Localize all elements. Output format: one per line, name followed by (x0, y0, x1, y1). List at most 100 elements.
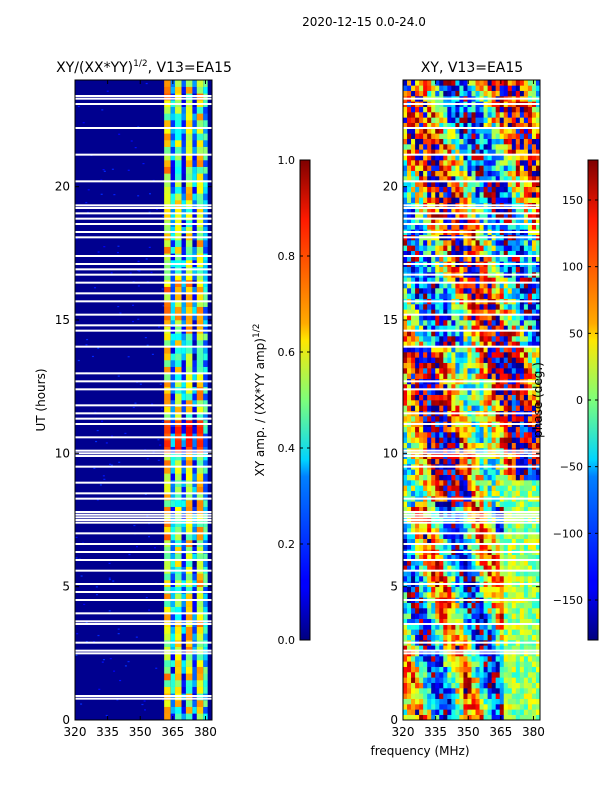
phase-cell (527, 506, 533, 513)
phase-cell (415, 138, 420, 145)
phase-cell (403, 618, 408, 625)
phase-cell (527, 106, 533, 113)
phase-cell (431, 165, 436, 171)
phase-cell (439, 192, 444, 198)
phase-cell (503, 533, 509, 539)
phase-cell (499, 154, 505, 161)
phase-cell (419, 336, 424, 342)
phase-cell (499, 256, 505, 262)
phase-cell (467, 245, 472, 251)
phase-cell (415, 480, 420, 486)
phase-cell (531, 330, 537, 337)
phase-cell (503, 645, 509, 651)
amplitude-cell (181, 186, 186, 194)
y-tick-label: 5 (62, 580, 70, 594)
phase-cell (471, 645, 476, 651)
phase-cell (519, 325, 525, 331)
phase-cell (435, 304, 440, 310)
phase-cell (451, 714, 456, 720)
phase-cell (511, 426, 517, 433)
phase-cell (415, 560, 420, 566)
phase-cell (403, 560, 408, 566)
phase-cell (427, 629, 432, 635)
phase-cell (499, 245, 505, 251)
amplitude-cell (203, 373, 208, 381)
amplitude-cell (175, 413, 182, 421)
phase-cell (499, 714, 505, 720)
phase-cell (467, 592, 472, 598)
phase-cell (403, 490, 408, 497)
phase-cell (487, 250, 492, 257)
phase-cell (443, 138, 448, 145)
phase-cell (499, 613, 505, 619)
phase-cell (531, 437, 537, 443)
phase-cell (475, 426, 480, 433)
phase-cell (475, 714, 480, 720)
phase-cell (415, 618, 420, 625)
phase-cell (467, 240, 472, 246)
phase-cell (451, 490, 456, 497)
phase-cell (447, 266, 452, 273)
x-tick-label: 350 (129, 725, 152, 739)
phase-cell (503, 693, 509, 699)
phase-cell (487, 352, 492, 358)
phase-cell (415, 149, 420, 155)
phase-cell (519, 437, 525, 443)
phase-cell (427, 144, 432, 150)
phase-cell (507, 330, 513, 337)
phase-cell (479, 213, 484, 219)
phase-cell (487, 256, 492, 262)
phase-cell (519, 624, 525, 630)
phase-cell (483, 304, 488, 310)
amplitude-cell (164, 80, 171, 87)
amplitude-cell (170, 486, 176, 494)
phase-cell (499, 698, 505, 705)
phase-cell (431, 458, 436, 465)
amplitude-cell (175, 440, 182, 447)
phase-cell (403, 544, 408, 550)
phase-cell (443, 309, 448, 315)
phase-cell (463, 533, 468, 539)
phase-cell (463, 672, 468, 678)
phase-cell (411, 613, 416, 619)
phase-cell (435, 522, 440, 529)
phase-cell (515, 304, 521, 310)
phase-cell (459, 426, 464, 433)
phase-cell (511, 330, 517, 337)
phase-cell (535, 570, 540, 577)
phase-cell (455, 165, 460, 171)
phase-cell (511, 602, 517, 609)
phase-cell (515, 320, 521, 326)
phase-cell (471, 501, 476, 507)
amplitude-cell (175, 673, 182, 681)
phase-cell (515, 389, 521, 395)
phase-cell (479, 245, 484, 251)
amplitude-cell (185, 533, 193, 541)
phase-cell (447, 213, 452, 219)
phase-cell (487, 192, 492, 198)
phase-cell (535, 624, 540, 630)
amplitude-noise-cell (155, 667, 158, 669)
phase-cell (463, 133, 468, 139)
phase-cell (435, 682, 440, 689)
amplitude-cell (192, 593, 197, 601)
phase-cell (479, 309, 484, 315)
phase-cell (483, 112, 488, 118)
amplitude-cell (185, 200, 193, 207)
phase-cell (415, 688, 420, 694)
phase-cell (411, 266, 416, 273)
phase-cell (511, 634, 517, 641)
phase-cell (435, 634, 440, 641)
phase-cell (471, 538, 476, 545)
phase-cell (467, 677, 472, 683)
phase-cell (475, 384, 480, 390)
amplitude-cell (175, 380, 182, 387)
phase-cell (439, 677, 444, 683)
phase-cell (511, 661, 517, 667)
phase-cell (403, 330, 408, 337)
phase-cell (531, 218, 537, 225)
amplitude-cell (185, 653, 193, 661)
phase-cell (427, 256, 432, 262)
phase-cell (463, 661, 468, 667)
phase-cell (503, 469, 509, 475)
